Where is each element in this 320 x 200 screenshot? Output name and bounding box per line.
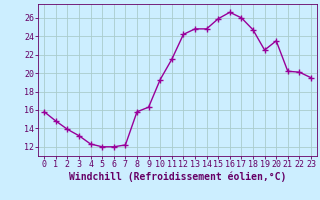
X-axis label: Windchill (Refroidissement éolien,°C): Windchill (Refroidissement éolien,°C) <box>69 172 286 182</box>
